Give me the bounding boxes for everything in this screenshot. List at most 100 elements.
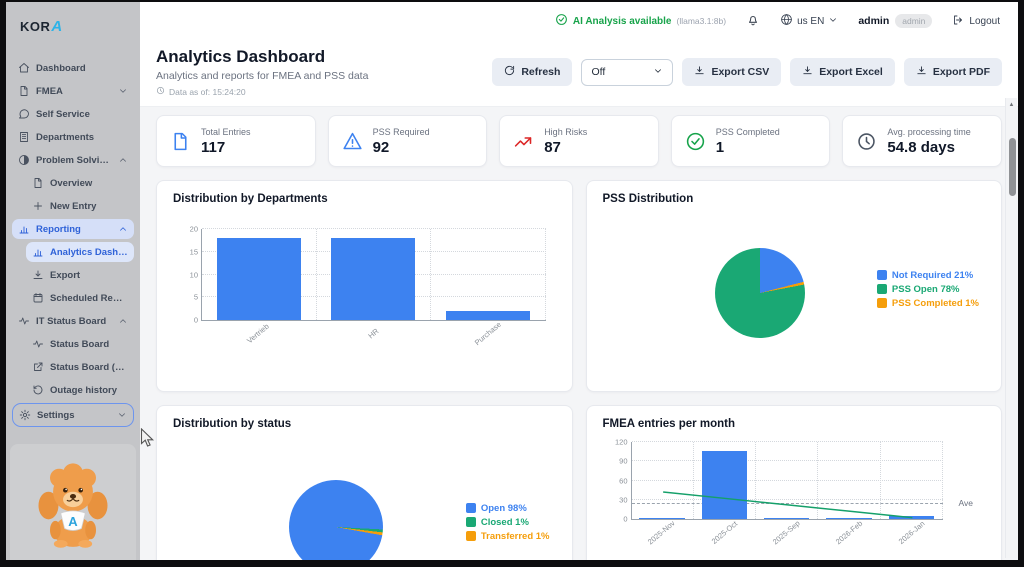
chart-card-departments: Distribution by Departments 0 5 10 15 20 Vert… [156, 180, 573, 392]
stat-label: Total Entries [201, 126, 251, 137]
sidebar-item-label: IT Status Board [36, 315, 107, 327]
dog-illustration: A [38, 463, 108, 548]
y-axis-tick: 0 [193, 315, 198, 325]
x-axis-label: 2026-Feb [834, 518, 865, 547]
username: admin [858, 15, 890, 27]
legend-item-closed[interactable]: Closed 1% [465, 517, 550, 528]
app-window: KORA Dashboard FMEA Self Service Department… [6, 2, 1018, 560]
building-icon [18, 131, 30, 143]
sidebar-item-fmea[interactable]: FMEA [12, 81, 134, 101]
stat-value: 1 [715, 138, 725, 156]
alert-triangle-icon [342, 131, 363, 152]
data-as-of-text: Data as of: 15:24:20 [169, 86, 246, 97]
sidebar-item-export[interactable]: Export [26, 265, 134, 285]
auto-refresh-select[interactable]: Off [581, 58, 674, 86]
bar-hr [331, 238, 416, 320]
app-logo[interactable]: KORA [6, 2, 140, 47]
chevron-up-icon [118, 155, 128, 165]
language-selector[interactable]: us EN [780, 13, 838, 29]
chart-title: Distribution by status [173, 418, 292, 430]
check-circle-icon [685, 131, 706, 152]
sidebar-item-outage-history[interactable]: Outage history [26, 380, 134, 400]
sidebar-item-new-entry[interactable]: New Entry [26, 196, 134, 216]
chevron-down-icon [118, 86, 128, 96]
export-excel-button[interactable]: Export Excel [790, 58, 895, 86]
scrollbar-thumb[interactable] [1008, 138, 1016, 196]
stat-value: 117 [201, 138, 226, 156]
sidebar-item-status-board-external[interactable]: Status Board (external) [26, 357, 134, 377]
bar-purchase [445, 310, 530, 320]
bar-2026-feb [826, 517, 872, 519]
legend-swatch [465, 503, 476, 513]
sidebar-item-scheduled-reports[interactable]: Scheduled Reports [26, 288, 134, 308]
page-subtitle: Analytics and reports for FMEA and PSS d… [156, 70, 369, 82]
scrollbar-up-arrow[interactable]: ▲ [1008, 102, 1015, 108]
legend-label: PSS Completed 1% [891, 297, 979, 309]
pss-distribution-pie [714, 248, 805, 338]
legend-item-transferred[interactable]: Transferred 1% [465, 531, 550, 542]
sidebar-item-label: Dashboard [36, 62, 86, 74]
legend-label: Not Required 21% [891, 269, 974, 281]
bar-chart-icon [32, 246, 44, 258]
legend-item-pss-open[interactable]: PSS Open 78% [876, 284, 979, 295]
external-link-icon [32, 361, 44, 373]
sidebar-item-problem-solving-story[interactable]: Problem Solving Story [12, 150, 134, 170]
bar-2025-nov [639, 517, 685, 519]
notifications-button[interactable] [746, 13, 760, 30]
sidebar-item-label: Problem Solving Story [36, 154, 112, 166]
sidebar-item-label: Scheduled Reports [50, 292, 128, 304]
legend-swatch [876, 298, 887, 308]
x-axis-label: Purchase [473, 319, 504, 348]
sidebar-item-label: Export [50, 269, 81, 281]
export-csv-button[interactable]: Export CSV [682, 58, 782, 86]
stat-card-high-risks: High Risks 87 [499, 115, 659, 167]
y-axis-tick: 15 [189, 247, 198, 257]
stat-card-total-entries: Total Entries 117 [156, 115, 316, 167]
chart-legend: Not Required 21% PSS Open 78% PSS Complete… [876, 269, 979, 309]
sidebar: KORA Dashboard FMEA Self Service Department… [6, 2, 140, 560]
y-axis-tick: 0 [623, 514, 628, 524]
topbar: AI Analysis available (llama3.1:8b) us E… [140, 2, 1018, 40]
user-menu[interactable]: admin admin [858, 14, 933, 28]
y-axis-tick: 30 [619, 495, 628, 505]
download-icon [694, 65, 705, 79]
sidebar-item-label: FMEA [36, 85, 63, 97]
sidebar-item-dashboard[interactable]: Dashboard [12, 58, 134, 78]
chevron-down-icon [117, 410, 127, 420]
page-title: Analytics Dashboard [156, 47, 326, 66]
sidebar-item-analytics-dashboard[interactable]: Analytics Dashboard [26, 242, 134, 262]
mascot-dog-image: A [10, 444, 136, 560]
chevron-down-icon [653, 66, 663, 79]
page-header: Analytics Dashboard Analytics and report… [140, 40, 1018, 107]
chart-card-pss-distribution: PSS Distribution Not Required 21% PSS Ope… [585, 180, 1002, 392]
plus-icon [32, 200, 44, 212]
gear-icon [19, 409, 31, 421]
sidebar-item-label: Outage history [50, 384, 118, 396]
scrollbar[interactable]: ▲ [1005, 98, 1017, 558]
ai-model-text: (llama3.1:8b) [676, 16, 727, 26]
export-pdf-button[interactable]: Export PDF [903, 58, 1002, 86]
legend-item-pss-completed[interactable]: PSS Completed 1% [876, 297, 979, 309]
chart-card-status-distribution: Distribution by status Open 98% Closed 1%… [156, 405, 573, 560]
y-axis-tick: 60 [619, 476, 628, 485]
sidebar-item-reporting[interactable]: Reporting [12, 219, 134, 239]
stats-row: Total Entries 117 PSS Required 92 High Risks… [156, 115, 1002, 167]
sidebar-item-overview[interactable]: Overview [26, 173, 134, 193]
sidebar-item-settings[interactable]: Settings [12, 403, 134, 427]
sidebar-item-label: Self Service [36, 108, 90, 120]
history-icon [32, 384, 44, 396]
legend-item-not-required[interactable]: Not Required 21% [876, 269, 979, 281]
trend-line [632, 442, 944, 519]
logout-button[interactable]: Logout [952, 14, 1000, 29]
activity-icon [18, 315, 30, 327]
sidebar-item-it-status-board[interactable]: IT Status Board [12, 311, 134, 331]
sidebar-item-self-service[interactable]: Self Service [12, 104, 134, 124]
chevron-up-icon [118, 224, 128, 234]
legend-item-open[interactable]: Open 98% [465, 503, 550, 514]
dashboard-content: Total Entries 117 PSS Required 92 High Risks… [140, 107, 1018, 560]
sidebar-item-status-board[interactable]: Status Board [26, 334, 134, 354]
bar-2025-oct [701, 450, 748, 519]
refresh-button[interactable]: Refresh [492, 58, 573, 86]
sidebar-item-departments[interactable]: Departments [12, 127, 134, 147]
stat-card-avg-processing-time: Avg. processing time 54.8 days [842, 115, 1002, 167]
